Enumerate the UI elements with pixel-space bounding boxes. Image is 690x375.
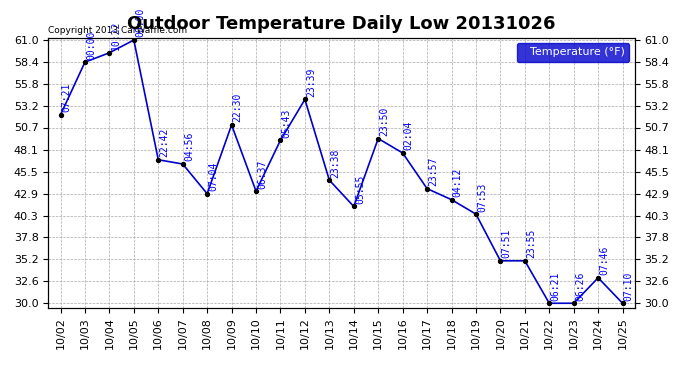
Text: 07:04: 07:04 xyxy=(208,162,218,191)
Text: 23:55: 23:55 xyxy=(526,229,536,258)
Legend: Temperature (°F): Temperature (°F) xyxy=(517,43,629,62)
Text: 02:04: 02:04 xyxy=(404,121,414,150)
Point xyxy=(471,211,482,217)
Text: 05:43: 05:43 xyxy=(282,108,292,138)
Point xyxy=(250,188,262,194)
Text: 07:51: 07:51 xyxy=(502,229,511,258)
Point xyxy=(348,204,359,210)
Point xyxy=(520,258,531,264)
Point xyxy=(544,300,555,306)
Point xyxy=(299,96,310,102)
Text: 07:46: 07:46 xyxy=(600,246,609,275)
Text: 06:26: 06:26 xyxy=(575,272,585,301)
Text: 23:57: 23:57 xyxy=(428,157,438,186)
Point xyxy=(177,161,188,167)
Point xyxy=(128,37,139,43)
Point xyxy=(593,275,604,281)
Text: 06:37: 06:37 xyxy=(257,159,267,189)
Text: 23:50: 23:50 xyxy=(380,106,389,136)
Text: 05:55: 05:55 xyxy=(355,174,365,204)
Point xyxy=(568,300,579,306)
Title: Outdoor Temperature Daily Low 20131026: Outdoor Temperature Daily Low 20131026 xyxy=(127,15,556,33)
Point xyxy=(79,59,90,65)
Point xyxy=(373,135,384,141)
Point xyxy=(201,191,213,197)
Text: 23:38: 23:38 xyxy=(331,148,341,178)
Text: 07:10: 07:10 xyxy=(624,272,634,301)
Point xyxy=(275,137,286,143)
Text: 00:00: 00:00 xyxy=(135,8,145,38)
Point xyxy=(104,50,115,56)
Point xyxy=(422,186,433,192)
Text: 22:42: 22:42 xyxy=(159,128,170,157)
Text: 00:00: 00:00 xyxy=(86,30,96,60)
Text: 04:56: 04:56 xyxy=(184,132,194,162)
Text: 10:22: 10:22 xyxy=(110,21,121,50)
Text: Copyright 2013 CarWaffle.com: Copyright 2013 CarWaffle.com xyxy=(48,26,188,35)
Text: 06:21: 06:21 xyxy=(551,272,560,301)
Point xyxy=(495,258,506,264)
Point xyxy=(55,112,66,118)
Text: 07:53: 07:53 xyxy=(477,182,487,212)
Text: 23:39: 23:39 xyxy=(306,68,316,97)
Point xyxy=(324,177,335,183)
Point xyxy=(226,122,237,128)
Point xyxy=(152,157,164,163)
Point xyxy=(446,196,457,202)
Text: 07:21: 07:21 xyxy=(61,83,72,112)
Text: 22:30: 22:30 xyxy=(233,93,243,122)
Text: 04:12: 04:12 xyxy=(453,168,463,197)
Point xyxy=(397,150,408,156)
Point xyxy=(617,300,628,306)
